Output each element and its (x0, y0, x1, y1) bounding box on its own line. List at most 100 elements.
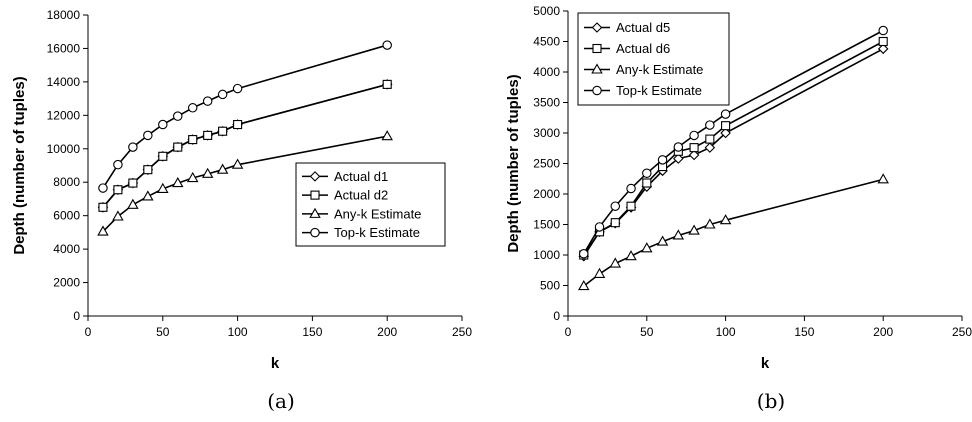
data-point (381, 130, 393, 141)
legend-label: Top-k Estimate (616, 83, 702, 98)
y-tick-label: 12000 (47, 108, 81, 122)
legend-swatch-marker (592, 43, 602, 54)
series-any-k-estimate (97, 130, 393, 236)
x-tick-label: 250 (452, 325, 472, 339)
data-point (113, 185, 123, 195)
series-actual-d2 (98, 79, 392, 212)
data-point (642, 168, 652, 179)
y-tick-label: 2000 (533, 187, 560, 201)
data-point (217, 89, 228, 100)
data-point (128, 142, 138, 152)
data-point (673, 142, 684, 152)
panel-caption: (a) (267, 389, 295, 413)
legend: Actual d5 Actual d6 Any-k Estimate Top-k Es… (577, 12, 730, 106)
data-point (202, 96, 213, 106)
y-tick-label: 3000 (533, 126, 560, 140)
y-axis-title: Depth (number of tuples) (505, 74, 522, 252)
data-point (672, 229, 685, 240)
y-tick-label: 14000 (47, 75, 81, 89)
data-point (187, 103, 198, 113)
data-point (642, 178, 652, 188)
data-point (173, 111, 183, 121)
chart-panel-b: 0500100015002000250030003500400045005000… (505, 4, 972, 413)
series-top-k-estimate (579, 25, 888, 259)
y-tick-label: 0 (553, 309, 560, 323)
x-tick-label: 50 (640, 325, 654, 339)
series-line (583, 178, 884, 287)
series-top-k-estimate (98, 40, 392, 193)
data-point (704, 142, 716, 153)
data-point (656, 235, 669, 246)
y-tick-label: 3500 (533, 96, 560, 110)
data-point (578, 279, 590, 291)
x-tick-label: 50 (156, 325, 170, 339)
legend-swatch-marker (310, 227, 320, 238)
x-tick-label: 100 (228, 325, 248, 339)
data-point (673, 153, 684, 164)
data-point (158, 151, 168, 161)
data-point (609, 257, 622, 268)
data-point (721, 121, 731, 131)
data-point (157, 182, 169, 193)
data-point (688, 224, 700, 235)
y-tick-label: 18000 (47, 8, 81, 22)
y-tick-label: 4500 (533, 35, 560, 49)
data-point (688, 149, 700, 161)
data-point (641, 242, 653, 253)
legend-label: Actual d6 (616, 41, 670, 56)
y-tick-label: 0 (73, 309, 80, 323)
legend-swatch-marker (591, 22, 603, 33)
data-point (594, 222, 605, 232)
legend-label: Actual d5 (616, 20, 670, 35)
data-point (143, 130, 153, 141)
legend-swatch-marker (309, 171, 321, 182)
y-tick-label: 10000 (47, 142, 81, 156)
legend-label: Any-k Estimate (334, 206, 421, 221)
data-point (720, 127, 731, 139)
data-point (705, 120, 715, 130)
data-point (657, 155, 668, 165)
series-any-k-estimate (578, 173, 889, 291)
legend-box (577, 12, 730, 106)
data-point (218, 126, 228, 136)
data-point (689, 130, 699, 141)
data-point (186, 171, 199, 183)
data-point (201, 167, 214, 178)
y-tick-label: 2000 (53, 276, 80, 290)
y-tick-label: 8000 (53, 175, 80, 189)
data-point (112, 210, 124, 221)
data-point (878, 36, 888, 47)
y-tick-label: 1000 (533, 248, 560, 262)
data-point (610, 201, 621, 211)
legend-label: Top-k Estimate (334, 225, 420, 240)
data-point (720, 109, 731, 119)
data-point (610, 218, 620, 228)
x-tick-label: 0 (565, 325, 572, 339)
data-point (705, 134, 715, 144)
chart-panel-a: 0200040006000800010000120001400016000180… (11, 8, 472, 413)
y-axis-title: Depth (number of tuples) (11, 76, 28, 254)
data-point (625, 250, 637, 261)
data-point (232, 83, 243, 94)
data-point (689, 143, 699, 153)
data-point (626, 201, 636, 211)
data-point (142, 190, 154, 201)
legend: Actual d1 Actual d2 Any-k Estimate Top-k Es… (295, 162, 446, 247)
x-tick-label: 100 (716, 325, 736, 339)
legend-swatch-marker (592, 85, 602, 96)
x-axis-title: k (761, 355, 770, 372)
data-point (216, 163, 229, 174)
data-point (172, 176, 184, 188)
data-point (97, 225, 109, 236)
panel-caption: (b) (757, 389, 785, 413)
data-point (382, 40, 392, 50)
data-point (143, 165, 153, 175)
x-tick-label: 200 (873, 325, 893, 339)
legend-swatch-marker (310, 190, 320, 200)
y-tick-label: 2500 (533, 157, 560, 171)
data-point (626, 183, 636, 194)
x-tick-label: 200 (377, 325, 397, 339)
y-tick-label: 4000 (53, 242, 80, 256)
data-point (579, 249, 589, 259)
